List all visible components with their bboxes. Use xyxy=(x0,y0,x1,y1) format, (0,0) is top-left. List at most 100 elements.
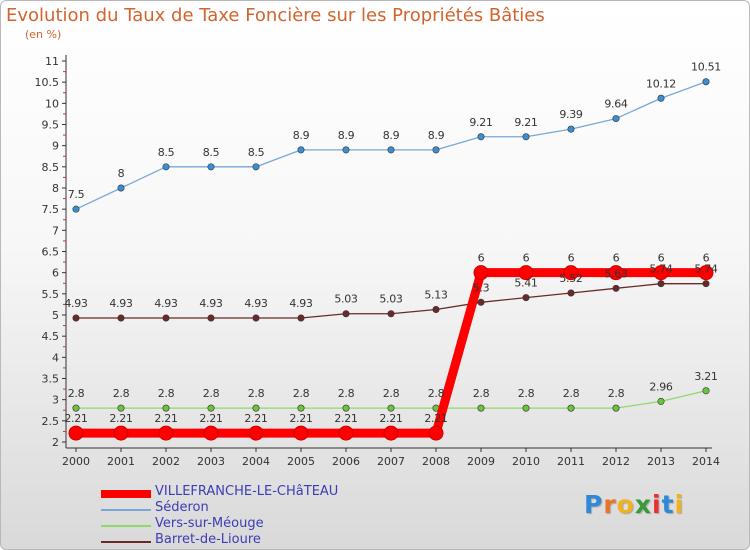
data-point xyxy=(612,115,620,123)
data-point xyxy=(297,314,305,322)
data-label: 2.8 xyxy=(113,387,130,400)
data-label: 2.8 xyxy=(293,387,310,400)
data-label: 9.21 xyxy=(469,116,492,129)
data-point xyxy=(72,404,80,412)
data-point xyxy=(653,265,669,281)
y-tick-label: 2 xyxy=(52,436,59,449)
data-point xyxy=(432,146,440,154)
data-label: 6 xyxy=(613,252,620,265)
x-tick-label: 2000 xyxy=(62,455,90,468)
data-point xyxy=(702,78,710,86)
legend-swatch xyxy=(101,490,151,498)
y-tick-label: 10 xyxy=(45,97,59,110)
data-point xyxy=(657,280,665,288)
data-label: 8.5 xyxy=(158,146,175,159)
data-point xyxy=(252,314,260,322)
y-tick-label: 3.5 xyxy=(42,373,60,386)
data-label: 6 xyxy=(568,252,575,265)
legend-label: Vers-sur-Méouge xyxy=(155,516,264,531)
data-point xyxy=(203,425,219,441)
data-point xyxy=(72,205,80,213)
legend-swatch xyxy=(101,525,151,527)
legend-label: Séderon xyxy=(155,500,209,515)
data-label: 4.93 xyxy=(154,297,178,310)
x-tick-label: 2002 xyxy=(152,455,180,468)
data-point xyxy=(252,163,260,171)
data-label: 2.8 xyxy=(608,387,625,400)
data-point xyxy=(117,314,125,322)
y-tick-label: 11 xyxy=(45,55,59,68)
data-point xyxy=(567,125,575,133)
data-label: 2.21 xyxy=(64,412,87,425)
y-tick-label: 2.5 xyxy=(42,415,60,428)
data-labels: 7.5 8 8.5 8.5 8.5 8.9 8.9 8.9 8.9 9.21 9.21 9.39 9.6… xyxy=(64,61,721,425)
y-tick-label: 8 xyxy=(52,182,59,195)
x-tick-label: 2004 xyxy=(242,455,270,468)
x-tick-label: 2010 xyxy=(512,455,540,468)
data-point xyxy=(387,310,395,318)
data-label: 5.03 xyxy=(379,293,403,306)
data-point xyxy=(117,184,125,192)
data-point xyxy=(473,265,489,281)
data-label: 2.8 xyxy=(518,387,535,400)
data-label: 2.21 xyxy=(289,412,312,425)
data-point xyxy=(162,163,170,171)
y-tick-label: 10.5 xyxy=(35,76,60,89)
data-label: 6 xyxy=(703,252,710,265)
axes: 22.533.544.555.566.577.588.599.51010.511… xyxy=(35,53,720,468)
x-tick-label: 2001 xyxy=(107,455,135,468)
logo-letter: x xyxy=(634,490,652,519)
legend-label: VILLEFRANCHE-LE-CHâTEAU xyxy=(155,484,339,499)
data-label: 8.9 xyxy=(428,129,445,142)
data-point xyxy=(567,289,575,297)
logo-letter: i xyxy=(674,490,685,519)
data-label: 5.41 xyxy=(514,277,537,290)
data-point xyxy=(252,404,260,412)
y-tick-label: 7.5 xyxy=(42,203,60,216)
data-point xyxy=(338,425,354,441)
data-point xyxy=(342,310,350,318)
data-label: 10.12 xyxy=(646,77,676,90)
proxiti-logo: Proxiti xyxy=(584,490,684,519)
data-point xyxy=(297,404,305,412)
data-point xyxy=(702,280,710,288)
logo-letter: t xyxy=(661,490,675,519)
data-label: 2.96 xyxy=(649,380,673,393)
data-label: 8.5 xyxy=(203,146,220,159)
data-label: 7.5 xyxy=(68,188,85,201)
data-label: 4.93 xyxy=(64,297,88,310)
data-label: 5.13 xyxy=(424,288,448,301)
data-label: 10.51 xyxy=(691,61,721,74)
data-point xyxy=(342,404,350,412)
data-label: 2.21 xyxy=(154,412,177,425)
legend-label: Barret-de-Lioure xyxy=(155,532,261,547)
data-point xyxy=(698,265,714,281)
x-tick-label: 2008 xyxy=(422,455,450,468)
data-label: 2.8 xyxy=(563,387,580,400)
data-point xyxy=(162,404,170,412)
data-label: 8.9 xyxy=(383,129,400,142)
data-point xyxy=(162,314,170,322)
data-label: 2.8 xyxy=(203,387,220,400)
data-point xyxy=(158,425,174,441)
data-label: 2.8 xyxy=(248,387,265,400)
data-label: 3.21 xyxy=(694,370,717,383)
data-point xyxy=(522,404,530,412)
data-point xyxy=(702,387,710,395)
data-label: 2.21 xyxy=(334,412,357,425)
data-point xyxy=(207,314,215,322)
x-tick-label: 2012 xyxy=(602,455,630,468)
x-tick-label: 2006 xyxy=(332,455,360,468)
plot-area xyxy=(66,53,712,442)
logo-letter: i xyxy=(652,490,662,519)
data-label: 5.74 xyxy=(649,263,673,276)
logo-letter: P xyxy=(584,490,604,519)
data-point xyxy=(387,146,395,154)
data-label: 2.8 xyxy=(158,387,175,400)
data-label: 8.5 xyxy=(248,146,265,159)
data-point xyxy=(387,404,395,412)
data-point xyxy=(117,404,125,412)
data-point xyxy=(428,425,444,441)
data-label: 5.3 xyxy=(473,281,490,294)
